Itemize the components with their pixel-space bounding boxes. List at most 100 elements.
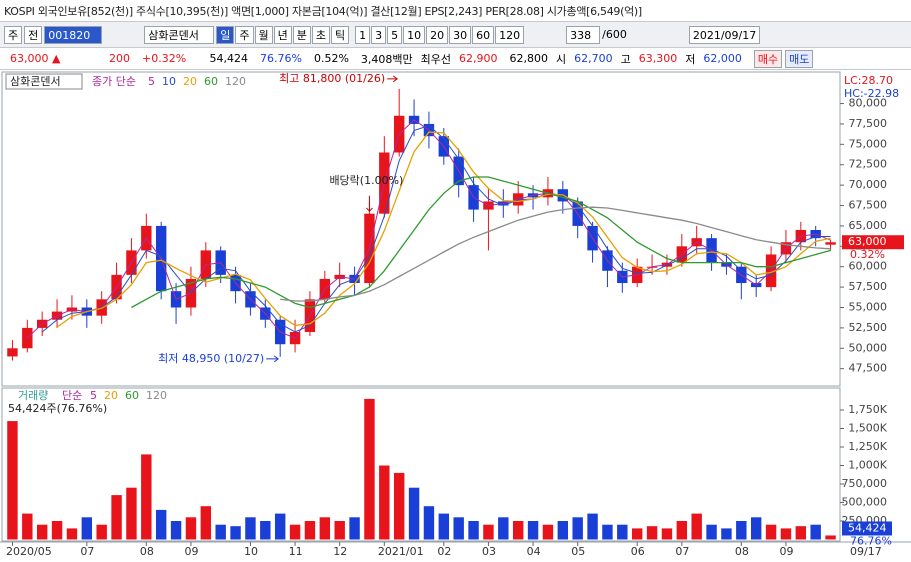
x-tick-label: 08: [140, 545, 154, 558]
bid: 62,800: [509, 52, 549, 65]
y-tick-label: 65,000: [849, 219, 888, 232]
x-tick-label: 2021/01: [378, 545, 424, 558]
y-tick-label: 1,750K: [848, 403, 887, 416]
volume-bar: [527, 521, 539, 540]
x-tick-label: 03: [482, 545, 496, 558]
tick-button[interactable]: 3: [371, 25, 387, 44]
volume-bar: [780, 528, 792, 540]
x-tick-label: 07: [675, 545, 689, 558]
interval-button[interactable]: 초: [311, 25, 330, 44]
y-tick-label: 75,000: [849, 137, 888, 150]
sell-button[interactable]: 매도: [785, 49, 814, 68]
amount: 3,408백만: [360, 52, 413, 66]
price: 63,000 ▲: [10, 52, 61, 65]
x-tick-label: 05: [571, 545, 585, 558]
y-tick-label: 57,500: [849, 280, 888, 293]
tick-button[interactable]: 10: [403, 25, 426, 44]
code[interactable]: 001820: [44, 25, 103, 44]
interval-button[interactable]: 년: [273, 25, 292, 44]
volume-bar: [215, 524, 226, 540]
y-tick-label: 500,000: [842, 496, 888, 509]
tick-button[interactable]: 30: [449, 25, 472, 44]
volume-bar: [81, 517, 93, 540]
candle-body: [7, 348, 18, 357]
volume-bar: [572, 517, 583, 540]
volume-bar: [557, 521, 569, 540]
volume-bar: [379, 465, 390, 540]
x-tick-label: 04: [527, 545, 541, 558]
interval-button[interactable]: 주: [235, 25, 254, 44]
tick-button[interactable]: 1: [355, 25, 371, 44]
turnover: 0.52%: [313, 52, 349, 65]
volume-bar: [453, 517, 464, 540]
prev[interactable]: 전: [24, 25, 43, 44]
x-tick-label: 08: [735, 545, 749, 558]
period-type[interactable]: 주: [4, 25, 23, 44]
x-tick-label: 2020/05: [6, 545, 52, 558]
volume-bar: [542, 524, 554, 540]
legend-title: 거래량: [18, 389, 48, 402]
legend-entry: 5: [90, 389, 97, 402]
high: 63,300: [638, 52, 678, 65]
volume-bar: [334, 521, 345, 540]
stock-name[interactable]: 삼화콘덴서: [144, 25, 215, 44]
x-tick-label: 06: [631, 545, 645, 558]
volume-bar: [676, 521, 688, 540]
arrow: [266, 355, 280, 363]
legend-title: 삼화콘덴서: [10, 75, 61, 88]
count[interactable]: 338: [566, 25, 601, 44]
quote-bar: 63,000 ▲ 200 +0.32% 54,424 76.76% 0.52% …: [0, 48, 911, 70]
y-tick-label: 67,500: [849, 199, 888, 212]
tick-buttons: 1 3 5 10 20 30 60 120: [355, 25, 525, 44]
volume-bar: [631, 528, 643, 540]
tick-button[interactable]: 20: [426, 25, 449, 44]
volume-bar: [319, 517, 331, 540]
stock-info: KOSPI 외국인보유[852(천)] 주식수[10,395(천)] 액면[1,…: [4, 4, 642, 18]
y-tick-label: 77,500: [849, 117, 888, 130]
tick-button[interactable]: 120: [495, 25, 525, 44]
y-tick-label: 1,500K: [848, 422, 887, 435]
volume-bar: [185, 517, 197, 540]
y-tick-label: 50,000: [849, 341, 888, 354]
legend-label: 단순: [62, 389, 82, 402]
volume-bar: [795, 526, 807, 540]
annotation: 배당락(1.00%): [329, 174, 403, 187]
open-label: 시: [556, 52, 567, 66]
volume-bar: [260, 521, 271, 540]
tick-button[interactable]: 5: [387, 25, 403, 44]
count-max: /600: [602, 28, 627, 41]
y-tick-label: 1,000K: [848, 459, 887, 472]
interval-button[interactable]: 틱: [331, 25, 350, 44]
volume-bar: [438, 513, 450, 540]
volume-info: 54,424주(76.76%): [8, 402, 107, 415]
volume: 54,424: [209, 52, 249, 65]
volume-bar: [200, 506, 212, 540]
volume-bar: [691, 513, 702, 540]
legend-entry: 10: [162, 75, 176, 88]
volume-bar: [349, 517, 360, 540]
candle-body: [825, 242, 836, 245]
ma-line: [26, 119, 831, 339]
volume-bar: [364, 398, 375, 540]
volume-bar: [706, 524, 717, 540]
legend-box: [5, 73, 83, 90]
ma-line: [131, 176, 831, 309]
volume-ratio: 76.76%: [260, 52, 302, 65]
y-tick-label: 80,000: [849, 97, 888, 110]
interval-button[interactable]: 분: [292, 25, 311, 44]
interval-button[interactable]: 일: [216, 25, 235, 44]
tick-button[interactable]: 60: [472, 25, 495, 44]
volume-bar: [22, 513, 33, 540]
volume-bar: [170, 521, 182, 540]
buy-button[interactable]: 매수: [753, 49, 783, 68]
volume-bar: [111, 495, 122, 540]
date[interactable]: 2021/09/17: [688, 25, 761, 44]
volume-bar: [423, 506, 435, 540]
y-tick-label: 1,250K: [848, 440, 887, 453]
interval-button[interactable]: 월: [254, 25, 273, 44]
volume-bar: [126, 487, 137, 540]
low-label: 저: [685, 52, 696, 66]
legend-entry: 60: [204, 75, 218, 88]
end-date: 09/17: [850, 545, 882, 558]
volume-bar: [7, 421, 18, 540]
